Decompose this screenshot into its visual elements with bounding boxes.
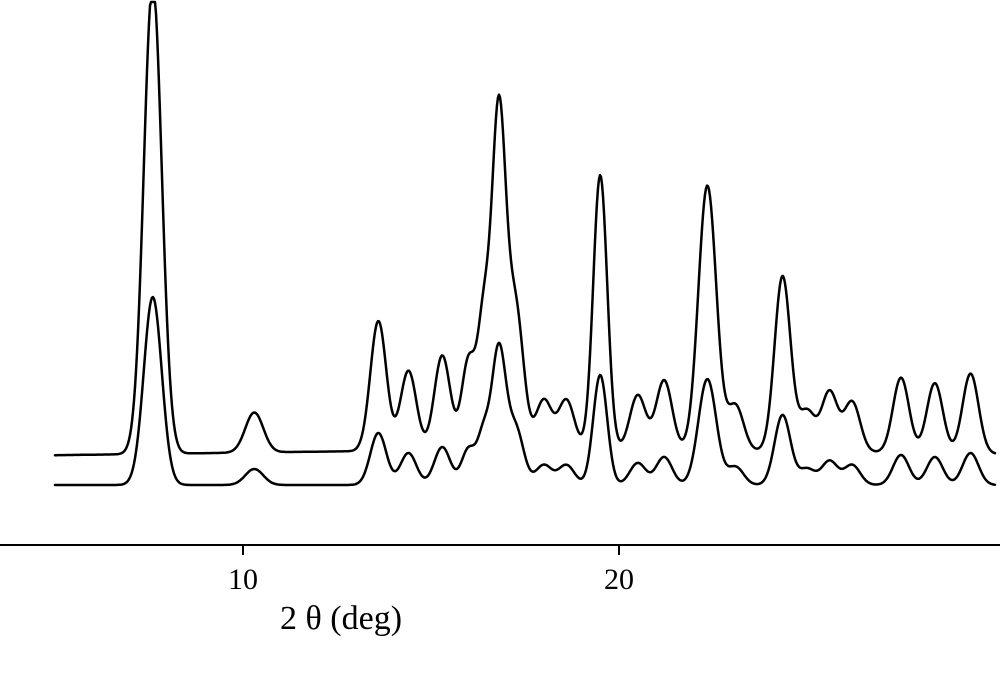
spectrum-trace-upper	[55, 2, 995, 455]
chart-canvas	[0, 0, 1000, 673]
x-tick-label: 20	[604, 563, 634, 597]
spectrum-trace-lower	[55, 297, 995, 485]
xrd-chart: 2 θ (deg) 10 20	[0, 0, 1000, 673]
x-axis-label: 2 θ (deg)	[280, 600, 402, 638]
x-tick-label: 10	[228, 563, 258, 597]
